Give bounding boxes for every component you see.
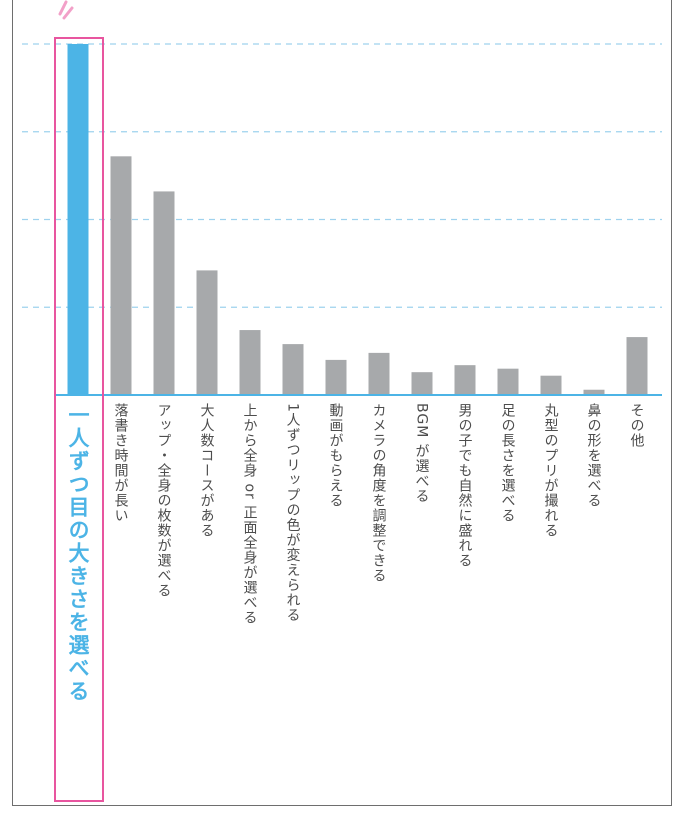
bar [196,270,218,395]
highlight-box [54,37,104,802]
grid-lines [22,43,662,308]
bar [497,368,519,395]
category-label: 丸型のプリが撮れる [542,403,559,538]
bars [67,44,648,395]
bar [153,191,175,395]
accent-marks-icon [58,0,74,20]
category-label: 足の長さを選べる [499,403,516,523]
bar [110,156,132,395]
category-label: BGM が選べる [413,403,430,504]
category-label: 一人ずつ目の大きさを選べる [66,404,90,703]
bar [454,365,476,395]
bar [411,372,433,395]
category-label: 動画がもらえる [327,403,344,508]
category-label: 1人ずつリップの色が変えられる [284,403,301,623]
category-label: 大人数コースがある [198,403,215,538]
category-label: その他 [628,403,645,448]
bar [368,352,390,395]
category-label: アップ・全身の枚数が選べる [155,403,172,598]
bar [239,330,261,395]
bar [540,375,562,395]
bar [67,44,89,395]
bar [583,389,605,395]
category-label: 上から全身 or 正面全身が選べる [241,403,258,626]
category-label: 男の子でも自然に盛れる [456,403,473,568]
chart-frame [12,0,672,806]
bar [282,344,304,395]
category-label: 鼻の形を選べる [585,403,602,508]
bar [325,359,347,395]
category-label: 落書き時間が長い [112,403,129,523]
bar [626,337,648,395]
category-label: カメラの角度を調整できる [370,403,387,583]
